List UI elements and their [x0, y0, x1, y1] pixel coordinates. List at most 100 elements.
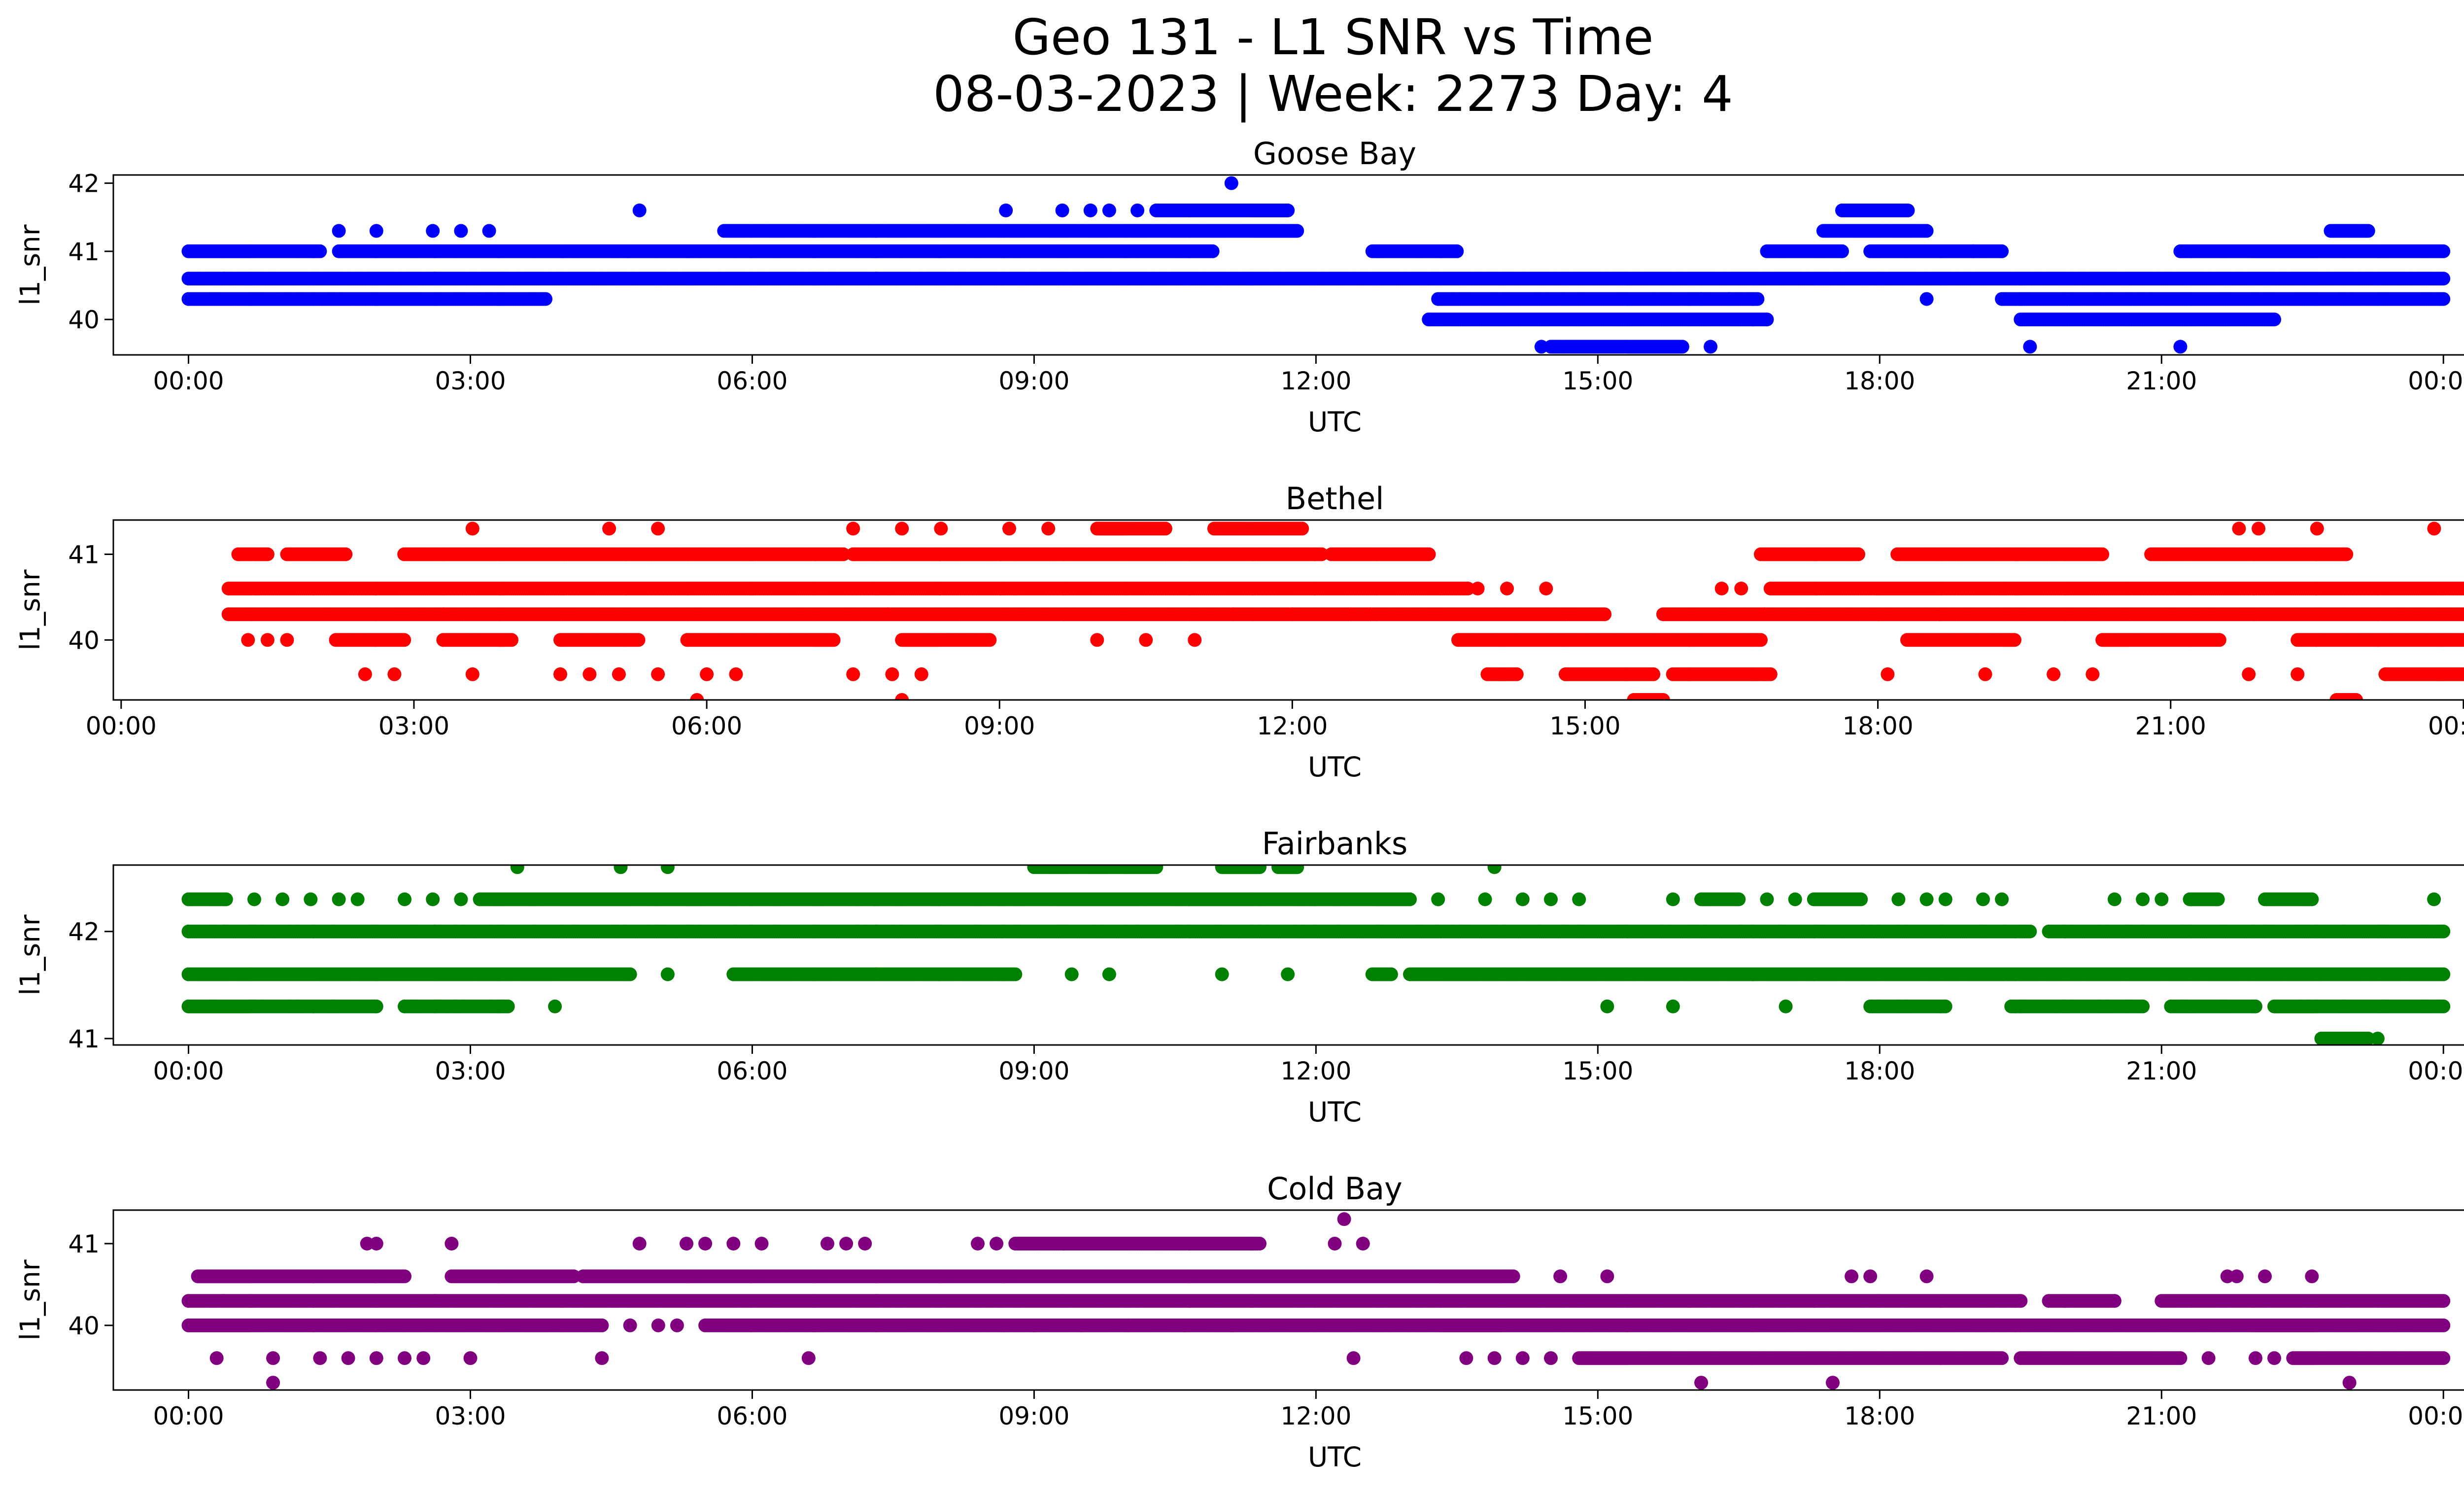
x-tick-label: 21:00 [2126, 1402, 2197, 1430]
data-point [1734, 582, 1748, 595]
data-point [1431, 892, 1445, 906]
data-point [398, 1351, 411, 1365]
data-point [2310, 522, 2324, 536]
x-tick-label: 00:00 [153, 367, 224, 395]
data-point [623, 1318, 637, 1332]
x-tick-label: 21:00 [2135, 712, 2206, 740]
data-point [660, 865, 675, 874]
data-point-band [181, 272, 2451, 286]
data-point [553, 667, 567, 681]
data-point-band [1900, 633, 2021, 647]
x-tick-label: 09:00 [998, 367, 1069, 395]
data-point [260, 633, 274, 647]
x-tick-label: 09:00 [998, 1402, 1069, 1430]
data-point [2252, 522, 2265, 536]
data-point [304, 892, 318, 906]
data-point [1459, 1351, 1473, 1365]
data-point [1826, 1376, 1840, 1390]
data-point [839, 1237, 854, 1251]
data-point-band [181, 244, 327, 258]
data-point-band [2329, 693, 2363, 700]
data-point-band [726, 967, 1023, 981]
data-point [914, 667, 928, 681]
data-point-band [1271, 865, 1304, 874]
data-point [680, 1237, 693, 1251]
data-point [280, 633, 294, 647]
data-point [632, 203, 647, 217]
data-point [445, 1237, 459, 1251]
data-point-band [1656, 607, 2464, 622]
data-point [2107, 892, 2122, 906]
data-point [341, 1351, 355, 1365]
data-point [846, 667, 860, 681]
data-point [369, 1237, 383, 1251]
x-tick-label: 12:00 [1280, 367, 1351, 395]
data-point [1722, 292, 1737, 306]
data-point [1130, 203, 1145, 217]
data-point-band [181, 892, 233, 906]
data-point-band [280, 547, 353, 561]
data-point [350, 892, 365, 906]
data-point [2258, 1269, 2272, 1284]
data-point [266, 1376, 280, 1390]
subplot-title: Goose Bay [1253, 136, 1416, 172]
data-point [895, 693, 909, 700]
data-point [1919, 892, 1934, 906]
data-point-band [1431, 292, 1765, 306]
data-point [1177, 1318, 1192, 1332]
data-point [1363, 607, 1377, 622]
x-tick-label: 12:00 [1280, 1057, 1351, 1085]
data-point [2173, 340, 2188, 354]
subplot-bethel: Bethel UTC l1_snr 00:00 03:00 06:00 09:00 12… [14, 481, 2464, 783]
data-point [1600, 999, 1614, 1013]
data-point [2291, 667, 2305, 681]
data-point [209, 1351, 224, 1365]
x-tick-label: 06:00 [671, 712, 742, 740]
data-point-band [221, 581, 1475, 596]
data-point-band [1890, 547, 2110, 561]
data-point [398, 892, 411, 906]
data-point-band [2378, 667, 2464, 681]
data-point [465, 522, 479, 536]
data-point-band [1451, 633, 1768, 647]
data-point-band [181, 967, 637, 981]
axes-frame [112, 174, 2464, 356]
data-point [2201, 1351, 2216, 1365]
y-tick-label: 42 [68, 918, 100, 946]
data-point [1694, 292, 1709, 306]
data-point [1515, 892, 1530, 906]
data-point [1976, 892, 1990, 906]
y-tick-label: 40 [68, 626, 100, 655]
data-point [387, 667, 402, 681]
data-point [1487, 1351, 1502, 1365]
x-tick-label: 03:00 [435, 1057, 506, 1085]
axes-frame [112, 1209, 2464, 1391]
data-point [1666, 892, 1680, 906]
data-point-band [1754, 547, 1865, 561]
y-tick-label: 40 [68, 1312, 100, 1340]
data-point-band [1627, 693, 1670, 700]
data-point [2155, 892, 2169, 906]
data-point [1002, 522, 1016, 536]
y-axis-label: l1_snr [14, 569, 46, 650]
data-point-band [1816, 224, 1934, 238]
y-axis-label: l1_snr [14, 914, 46, 995]
x-tick-label: 00:00 [2408, 1402, 2464, 1430]
x-tick-label: 15:00 [1549, 712, 1620, 740]
data-point [2248, 1351, 2262, 1365]
data-point-band [2183, 892, 2225, 906]
data-point [1863, 1269, 1878, 1284]
x-tick-label: 03:00 [435, 367, 506, 395]
data-point [2086, 667, 2100, 681]
data-point [2232, 522, 2246, 536]
data-point-band [846, 547, 1329, 561]
data-point-band [1835, 203, 1915, 217]
y-tick-label: 40 [68, 306, 100, 334]
x-tick-label: 00:00 [153, 1057, 224, 1085]
data-point-band [1760, 244, 1849, 258]
data-point-band [1365, 244, 1464, 258]
data-point-band [1558, 667, 1661, 681]
data-point [2267, 1351, 2281, 1365]
x-tick-label: 09:00 [964, 712, 1035, 740]
